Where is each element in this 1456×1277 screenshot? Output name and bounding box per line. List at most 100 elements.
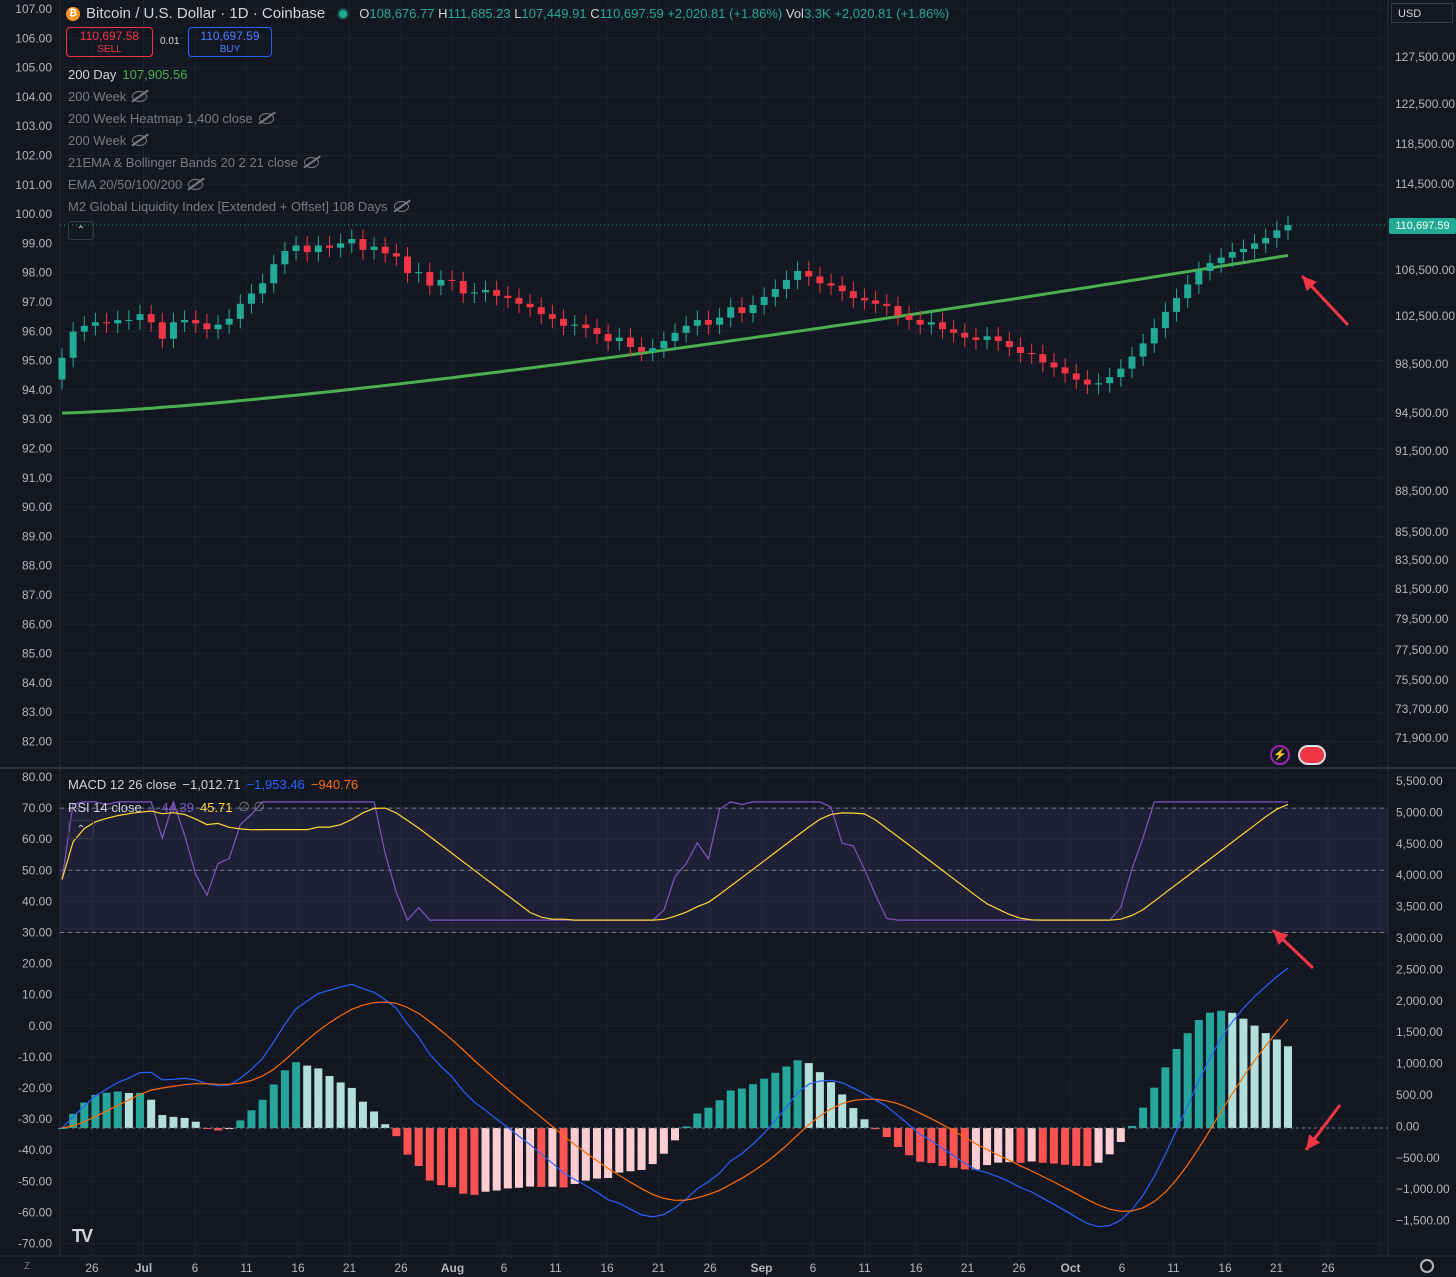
left-axis-tick: 83.00 bbox=[22, 705, 52, 719]
macd-histogram-bar bbox=[882, 1128, 891, 1138]
right-axis-tick: 122,500.00 bbox=[1395, 97, 1455, 111]
macd-legend[interactable]: MACD 12 26 close −1,012.71 −1,953.46 −94… bbox=[68, 777, 359, 792]
settings-gear-icon[interactable] bbox=[1420, 1259, 1434, 1273]
macd-histogram-bar bbox=[191, 1121, 200, 1128]
indicator-200-day[interactable]: 200 Day 107,905.56 bbox=[68, 67, 188, 82]
right-axis-tick: 102,500.00 bbox=[1395, 309, 1455, 323]
right-axis-tick: 106,500.00 bbox=[1395, 263, 1455, 277]
candle-body bbox=[548, 314, 556, 319]
macd-histogram-bar bbox=[336, 1082, 345, 1128]
macd-histogram-bar bbox=[1239, 1018, 1248, 1128]
macd-histogram-bar bbox=[548, 1128, 557, 1187]
time-axis-tick: 26 bbox=[394, 1261, 408, 1275]
lightning-icon[interactable]: ⚡ bbox=[1270, 745, 1290, 765]
macd-histogram-bar bbox=[136, 1092, 145, 1128]
lower-left-axis-tick: -70.00 bbox=[18, 1237, 52, 1251]
macd-histogram-bar bbox=[760, 1078, 769, 1128]
sell-price: 110,697.58 bbox=[79, 29, 140, 43]
macd-histogram-bar bbox=[280, 1070, 289, 1128]
macd-histogram-bar bbox=[214, 1128, 223, 1131]
macd-histogram-bar bbox=[1038, 1128, 1047, 1163]
indicator-ema-ribbon[interactable]: EMA 20/50/100/200 bbox=[68, 177, 204, 192]
indicator-m2-liquidity[interactable]: M2 Global Liquidity Index [Extended + Of… bbox=[68, 199, 409, 214]
rsi-legend[interactable]: RSI 14 close ◌ 44.39 45.71 ∅ ∅ bbox=[68, 799, 265, 815]
candle-body bbox=[883, 303, 891, 307]
candle-body bbox=[961, 332, 969, 338]
time-axis-tick: 26 bbox=[85, 1261, 99, 1275]
candle-body bbox=[281, 251, 289, 265]
time-axis-tick: 26 bbox=[1321, 1261, 1335, 1275]
macd-histogram-bar bbox=[1250, 1025, 1259, 1128]
lower-right-axis-tick: 1,000.00 bbox=[1396, 1057, 1443, 1071]
macd-histogram-bar bbox=[1161, 1067, 1170, 1128]
candle-body bbox=[1028, 352, 1036, 355]
macd-histogram-bar bbox=[815, 1072, 824, 1128]
macd-histogram-bar bbox=[1049, 1128, 1058, 1164]
candle-body bbox=[760, 296, 768, 305]
candle-body bbox=[693, 319, 701, 326]
macd-histogram-bar bbox=[983, 1128, 992, 1166]
collapse-legend-button[interactable]: ⌃ bbox=[68, 221, 94, 240]
annotation-arrow-macd-head bbox=[1306, 1134, 1321, 1150]
left-axis-tick: 90.00 bbox=[22, 500, 52, 514]
candle-body bbox=[638, 347, 646, 352]
macd-histogram-bar bbox=[682, 1126, 691, 1128]
left-axis-tick: 82.00 bbox=[22, 735, 52, 749]
currency-selector[interactable]: USD bbox=[1391, 3, 1453, 23]
left-axis-tick: 103.00 bbox=[15, 119, 52, 133]
macd-histogram-bar bbox=[69, 1113, 78, 1128]
collapse-indicator-legend-button[interactable]: ⌃ bbox=[68, 820, 94, 839]
right-axis-tick: 85,500.00 bbox=[1395, 525, 1449, 539]
candle-body bbox=[103, 322, 111, 324]
hidden-eye-icon[interactable] bbox=[303, 157, 319, 168]
last-price-tag: 110,697.59 bbox=[1389, 218, 1456, 234]
hidden-eye-icon[interactable] bbox=[132, 91, 148, 102]
candle-body bbox=[1150, 328, 1158, 344]
macd-histogram-bar bbox=[905, 1128, 914, 1156]
indicator-21ema-bollinger[interactable]: 21EMA & Bollinger Bands 20 2 21 close bbox=[68, 155, 319, 170]
candle-body bbox=[1217, 257, 1225, 264]
us-flag-events-icon[interactable] bbox=[1298, 745, 1326, 765]
macd-histogram-bar bbox=[80, 1102, 89, 1128]
candle-body bbox=[214, 324, 222, 330]
hidden-eye-icon[interactable] bbox=[188, 179, 204, 190]
symbol-title[interactable]: Bitcoin / U.S. Dollar · 1D · Coinbase bbox=[86, 5, 326, 22]
candle-body bbox=[482, 290, 490, 293]
candle-body bbox=[314, 245, 322, 253]
macd-histogram-bar bbox=[481, 1128, 490, 1192]
macd-histogram-bar bbox=[381, 1124, 390, 1128]
sell-button[interactable]: 110,697.58 SELL bbox=[66, 27, 153, 57]
hidden-eye-icon[interactable] bbox=[258, 113, 274, 124]
macd-histogram-bar bbox=[414, 1128, 423, 1166]
buy-button[interactable]: 110,697.59 BUY bbox=[188, 27, 272, 57]
candle-body bbox=[950, 329, 958, 333]
candle-body bbox=[337, 243, 345, 248]
lower-right-axis-tick: 500.00 bbox=[1396, 1088, 1433, 1102]
timezone-z-icon[interactable]: Z bbox=[24, 1261, 31, 1272]
ohlc-readout: O108,676.77 H111,685.23 L107,449.91 C110… bbox=[359, 6, 950, 21]
hidden-eye-icon[interactable] bbox=[393, 201, 409, 212]
time-axis-tick: 21 bbox=[961, 1261, 975, 1275]
indicator-200-week[interactable]: 200 Week bbox=[68, 89, 148, 104]
candle-body bbox=[169, 322, 177, 339]
candle-body bbox=[203, 323, 211, 330]
indicator-200-week-heatmap[interactable]: 200 Week Heatmap 1,400 close bbox=[68, 111, 274, 126]
hidden-eye-icon[interactable] bbox=[132, 135, 148, 146]
time-axis-tick: 16 bbox=[291, 1261, 305, 1275]
candle-body bbox=[537, 307, 545, 315]
macd-histogram-bar bbox=[1016, 1128, 1025, 1163]
candle-body bbox=[972, 337, 980, 340]
candle-body bbox=[727, 307, 735, 318]
time-axis-tick: Aug bbox=[441, 1261, 464, 1275]
candle-body bbox=[704, 319, 712, 325]
candle-body bbox=[916, 319, 924, 325]
indicator-200-week-2[interactable]: 200 Week bbox=[68, 133, 148, 148]
macd-histogram-bar bbox=[871, 1128, 880, 1130]
macd-histogram-bar bbox=[492, 1128, 501, 1191]
left-axis-tick: 85.00 bbox=[22, 647, 52, 661]
candle-body bbox=[1262, 237, 1270, 244]
left-axis-tick: 102.00 bbox=[15, 149, 52, 163]
candle-body bbox=[682, 325, 690, 333]
candle-body bbox=[983, 336, 991, 340]
